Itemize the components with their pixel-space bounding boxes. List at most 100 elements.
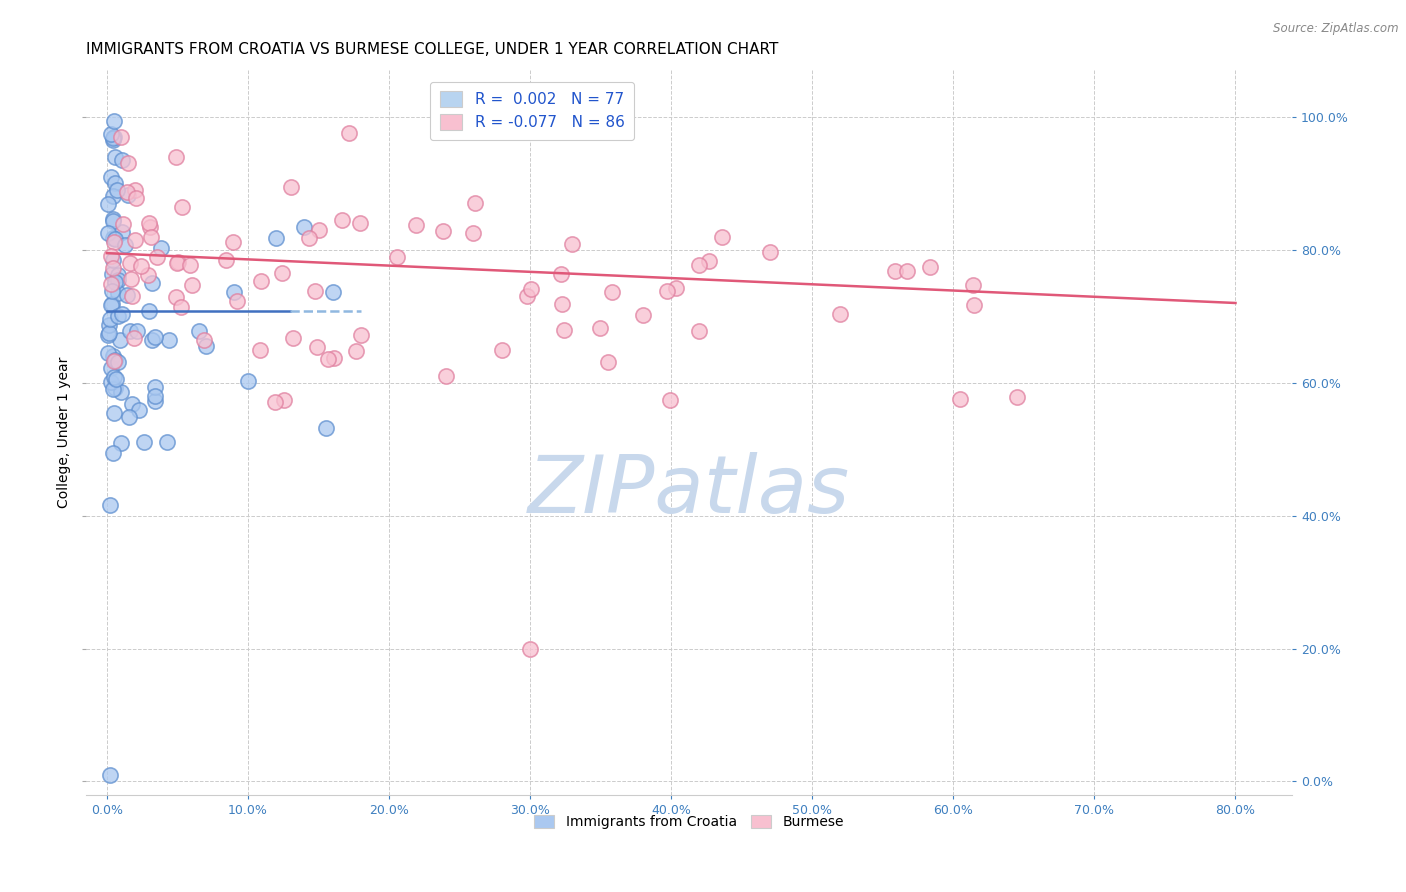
Point — [665, 281, 688, 295]
Point — [349, 216, 371, 230]
Point — [337, 127, 360, 141]
Point — [104, 380, 127, 394]
Point — [322, 285, 344, 299]
Point — [115, 288, 138, 302]
Point — [249, 343, 271, 358]
Point — [103, 354, 125, 368]
Point — [405, 218, 427, 232]
Point — [710, 230, 733, 244]
Point — [315, 420, 337, 434]
Point — [103, 129, 125, 144]
Point — [519, 641, 541, 656]
Point — [551, 297, 574, 311]
Point — [103, 446, 125, 460]
Point — [98, 318, 121, 333]
Point — [120, 271, 142, 285]
Point — [132, 434, 155, 449]
Point — [111, 225, 134, 239]
Point — [101, 212, 124, 227]
Point — [304, 284, 326, 298]
Point — [330, 213, 353, 227]
Point — [461, 227, 484, 241]
Point — [697, 254, 720, 268]
Point — [103, 252, 125, 267]
Point — [121, 289, 143, 303]
Point — [181, 277, 204, 292]
Point — [264, 231, 287, 245]
Point — [139, 220, 162, 235]
Point — [187, 324, 209, 338]
Point — [434, 369, 457, 384]
Point — [103, 370, 125, 384]
Point — [688, 258, 710, 272]
Point — [561, 236, 583, 251]
Point — [141, 229, 163, 244]
Point — [516, 289, 538, 303]
Point — [1005, 390, 1028, 404]
Text: Source: ZipAtlas.com: Source: ZipAtlas.com — [1274, 22, 1399, 36]
Point — [103, 382, 125, 396]
Point — [104, 372, 127, 386]
Point — [150, 242, 173, 256]
Point — [350, 328, 373, 343]
Point — [103, 214, 125, 228]
Point — [550, 268, 572, 282]
Point — [114, 238, 136, 252]
Point — [962, 277, 984, 292]
Point — [97, 346, 120, 360]
Point — [111, 153, 134, 168]
Point — [896, 264, 918, 278]
Point — [98, 768, 121, 782]
Point — [103, 114, 125, 128]
Point — [97, 226, 120, 240]
Point — [103, 231, 125, 245]
Point — [97, 328, 120, 343]
Point — [97, 197, 120, 211]
Point — [222, 285, 245, 300]
Point — [143, 330, 166, 344]
Point — [117, 156, 139, 170]
Point — [884, 263, 907, 277]
Point — [138, 303, 160, 318]
Point — [100, 298, 122, 312]
Point — [491, 343, 513, 358]
Point — [100, 376, 122, 390]
Point — [104, 352, 127, 367]
Point — [107, 268, 129, 283]
Point — [110, 435, 132, 450]
Point — [101, 133, 124, 147]
Point — [105, 183, 128, 197]
Point — [107, 309, 129, 323]
Point — [193, 333, 215, 347]
Point — [318, 352, 340, 367]
Point — [553, 322, 575, 336]
Point — [589, 321, 612, 335]
Point — [100, 268, 122, 282]
Point — [596, 355, 619, 369]
Legend: Immigrants from Croatia, Burmese: Immigrants from Croatia, Burmese — [529, 810, 849, 835]
Point — [98, 326, 121, 340]
Point — [111, 307, 134, 321]
Point — [100, 284, 122, 298]
Point — [688, 324, 710, 338]
Point — [143, 393, 166, 408]
Point — [104, 232, 127, 246]
Point — [432, 224, 454, 238]
Point — [107, 273, 129, 287]
Point — [124, 233, 146, 247]
Point — [104, 275, 127, 289]
Point — [100, 277, 122, 291]
Point — [165, 290, 187, 304]
Point — [519, 281, 541, 295]
Point — [167, 255, 190, 269]
Point — [165, 150, 187, 164]
Point — [100, 169, 122, 184]
Point — [98, 498, 121, 512]
Point — [101, 349, 124, 363]
Point — [283, 331, 305, 345]
Point — [107, 286, 129, 301]
Point — [104, 150, 127, 164]
Point — [118, 410, 141, 425]
Point — [103, 261, 125, 276]
Point — [949, 392, 972, 406]
